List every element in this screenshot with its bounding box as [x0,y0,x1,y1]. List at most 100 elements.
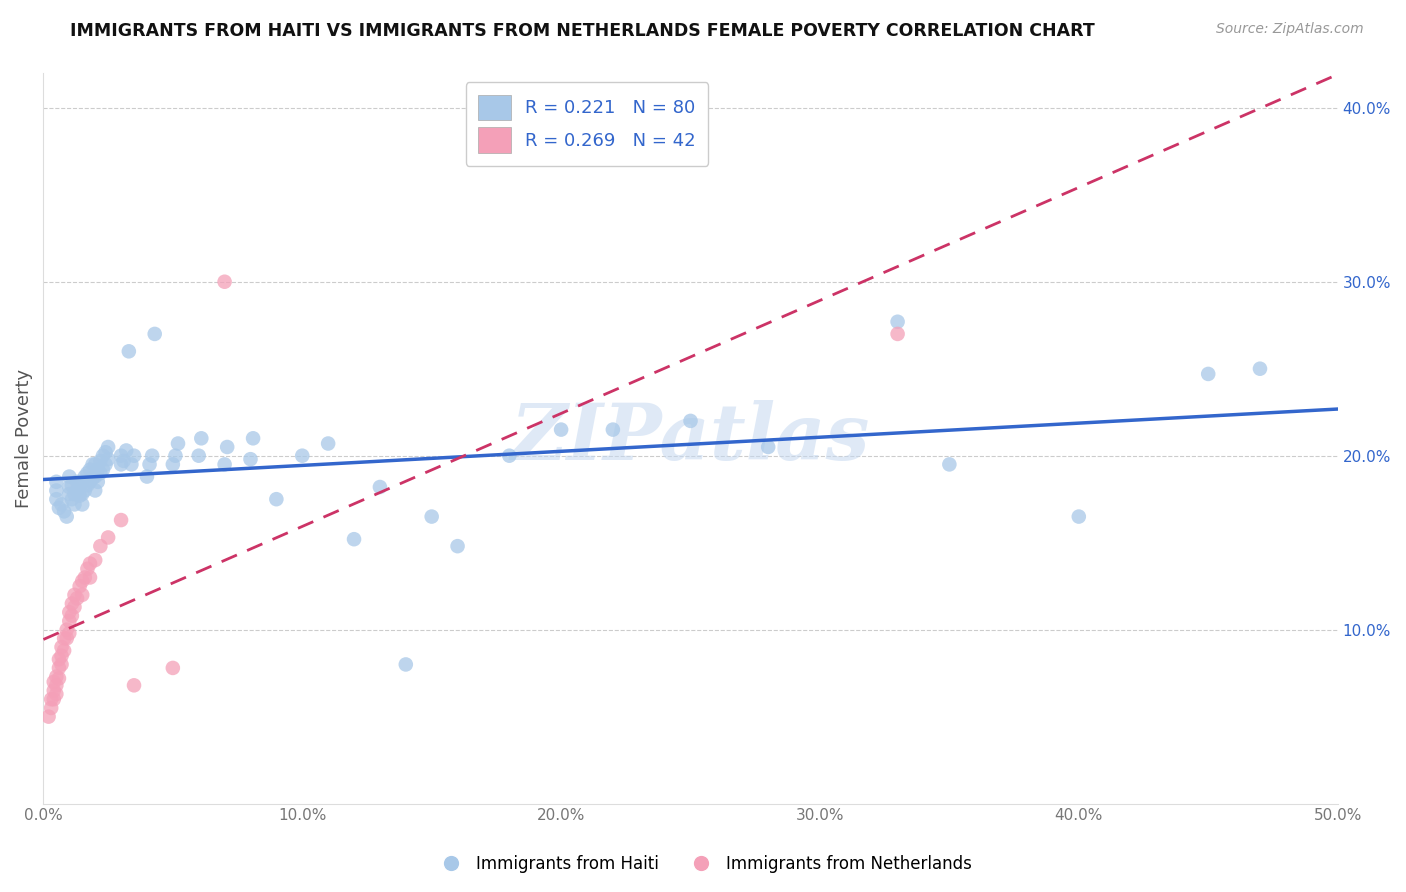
Point [60,608,83,623]
Point [143,326,166,341]
Point [89,539,111,553]
Point [48,500,70,515]
Point [69,478,91,492]
Point [84,553,107,567]
Legend: Immigrants from Haiti, Immigrants from Netherlands: Immigrants from Haiti, Immigrants from N… [427,848,979,880]
Point [42,674,65,689]
Point [45,492,67,507]
Point [76,562,98,576]
Point [120,458,142,472]
Point [63,600,86,615]
Point [1249,361,1271,376]
Point [938,458,960,472]
Point [58,469,80,483]
Point [63,588,86,602]
Point [1197,367,1219,381]
Point [167,436,190,450]
Point [66,483,89,498]
Point [79,557,101,571]
Point [58,480,80,494]
Point [38,709,60,723]
Point [118,344,141,359]
Point [76,466,98,480]
Point [53,632,76,646]
Point [63,497,86,511]
Point [138,458,160,472]
Point [66,475,89,489]
Point [89,466,111,480]
Point [82,458,104,472]
Point [602,423,624,437]
Point [679,414,702,428]
Point [73,570,96,584]
Point [69,579,91,593]
Point [886,326,908,341]
Point [79,475,101,489]
Point [60,597,83,611]
Point [115,443,138,458]
Point [60,492,83,507]
Point [58,605,80,619]
Point [48,672,70,686]
Point [446,539,468,553]
Point [162,458,184,472]
Point [187,449,209,463]
Point [48,661,70,675]
Point [45,678,67,692]
Point [58,487,80,501]
Point [239,452,262,467]
Point [66,591,89,606]
Point [112,454,135,468]
Point [266,492,288,507]
Point [45,670,67,684]
Point [87,462,110,476]
Point [70,574,93,588]
Point [122,678,145,692]
Point [45,475,67,489]
Point [110,458,132,472]
Point [136,469,159,483]
Point [53,504,76,518]
Point [498,449,520,463]
Point [141,449,163,463]
Point [162,661,184,675]
Point [63,487,86,501]
Text: Source: ZipAtlas.com: Source: ZipAtlas.com [1216,22,1364,37]
Point [110,449,132,463]
Point [122,449,145,463]
Point [110,513,132,527]
Point [45,687,67,701]
Point [39,701,62,715]
Point [316,436,339,450]
Point [73,483,96,498]
Point [214,275,236,289]
Point [48,652,70,666]
Point [79,570,101,584]
Point [214,458,236,472]
Point [51,640,73,654]
Point [60,478,83,492]
Point [58,614,80,628]
Point [70,487,93,501]
Point [73,469,96,483]
Point [55,623,77,637]
Point [343,532,366,546]
Point [82,471,104,485]
Point [53,643,76,657]
Point [756,440,779,454]
Point [886,315,908,329]
Point [42,683,65,698]
Text: ZIPatlas: ZIPatlas [510,400,870,476]
Point [550,423,572,437]
Point [69,489,91,503]
Point [94,445,117,459]
Point [84,483,107,498]
Point [55,632,77,646]
Point [45,483,67,498]
Point [217,440,239,454]
Y-axis label: Female Poverty: Female Poverty [15,368,32,508]
Point [97,440,120,454]
Point [89,454,111,468]
Point [42,692,65,706]
Point [84,469,107,483]
